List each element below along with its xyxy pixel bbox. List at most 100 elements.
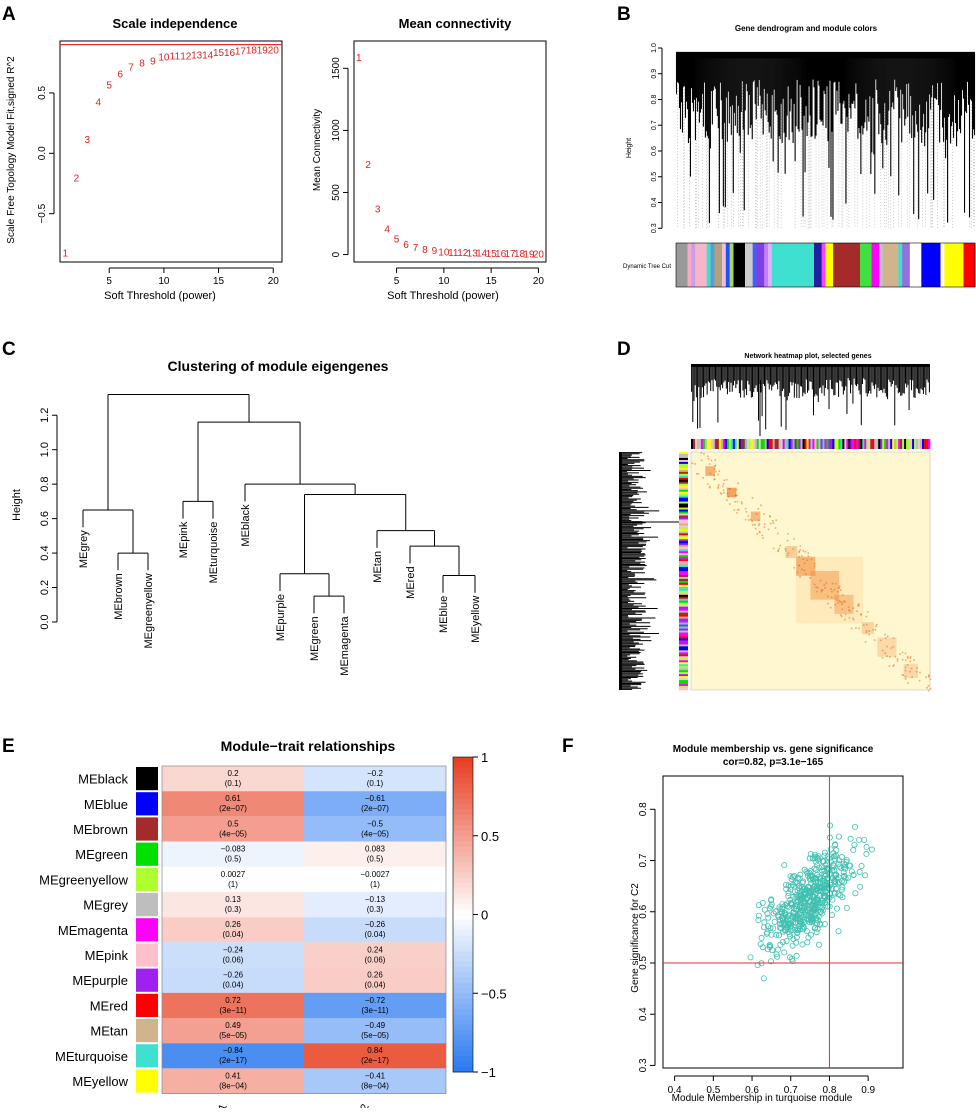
- d-heatmap-speck: [717, 484, 720, 486]
- e-scale-step: [453, 977, 473, 984]
- d-heatmap-speck: [759, 531, 761, 534]
- d-top-color-cell: [738, 439, 742, 449]
- d-heatmap-speck: [734, 500, 736, 503]
- d-heatmap-speck: [757, 524, 760, 527]
- d-left-color-cell: [679, 620, 688, 623]
- d-left-color-cell: [679, 452, 688, 455]
- d-left-color-cell: [679, 547, 688, 550]
- d-left-color-cell: [679, 672, 688, 675]
- d-heatmap-speck: [726, 492, 729, 495]
- c-leaf-label: MEpurple: [275, 594, 287, 641]
- d-heatmap-speck: [749, 518, 752, 521]
- e-scale-step: [453, 956, 473, 963]
- e-cell-value: −0.2: [367, 769, 383, 778]
- d-heatmap-speck: [728, 503, 731, 505]
- a2-point-label: 5: [394, 234, 400, 245]
- d-heatmap-speck: [784, 549, 787, 552]
- d-heatmap-speck: [836, 599, 839, 602]
- f-data-point: [811, 875, 818, 882]
- d-heatmap-speck: [771, 520, 774, 522]
- d-left-color-cell: [679, 523, 688, 526]
- d-heatmap-speck: [865, 630, 868, 632]
- f-data-point: [821, 878, 828, 885]
- e-row-color-swatch: [136, 767, 158, 791]
- d-left-color-cell: [679, 557, 688, 560]
- f-data-point: [824, 903, 831, 910]
- f-data-point: [815, 941, 822, 948]
- e-scale-step: [453, 909, 473, 915]
- f-data-point: [804, 939, 811, 946]
- d-top-color-cell: [758, 439, 762, 449]
- b-module-color-segment: [833, 243, 861, 287]
- d-top-color-cell: [844, 439, 847, 449]
- e-scale-step: [453, 1019, 473, 1026]
- d-left-color-cell: [679, 658, 688, 661]
- b-module-color-segment: [825, 243, 834, 287]
- f-data-point: [847, 835, 854, 842]
- d-heatmap-speck: [813, 583, 816, 586]
- d-heatmap-speck: [736, 512, 738, 514]
- d-module-block: [705, 466, 715, 476]
- f-data-point: [781, 949, 788, 956]
- d-left-color-cell: [679, 519, 688, 522]
- d-heatmap-speck: [767, 528, 770, 531]
- d-heatmap-speck: [804, 550, 807, 553]
- f-data-point: [807, 876, 814, 883]
- d-left-color-cell: [679, 622, 688, 625]
- e-cell: [304, 766, 446, 792]
- d-heatmap-speck: [820, 590, 823, 593]
- d-heatmap-speck: [857, 605, 860, 607]
- f-data-point: [807, 888, 814, 895]
- d-heatmap-speck: [892, 665, 894, 667]
- d-heatmap-speck: [838, 585, 841, 587]
- d-heatmap-speck: [915, 670, 918, 673]
- e-scale-step: [453, 1030, 473, 1036]
- d-heatmap-speck: [707, 458, 710, 460]
- b-module-color-segment: [691, 243, 696, 287]
- f-data-point: [764, 910, 771, 917]
- d-heatmap-speck: [888, 665, 891, 667]
- e-scale-step: [453, 1066, 473, 1073]
- d-heatmap-speck: [747, 515, 750, 517]
- d-heatmap-speck: [752, 523, 754, 526]
- f-data-point: [785, 893, 792, 900]
- f-data-point: [785, 882, 792, 889]
- d-top-color-cell: [752, 439, 756, 449]
- d-heatmap-speck: [909, 656, 912, 658]
- d-left-color-cell: [679, 644, 688, 647]
- d-top-color-cell: [692, 439, 696, 449]
- e-cell: [162, 816, 304, 842]
- panel-b-plot: 0.3 0.4 0.5 0.6 0.7 0.8 0.9 1.0: [651, 43, 976, 288]
- d-top-color-cell: [750, 439, 754, 449]
- d-heatmap-speck: [779, 544, 782, 547]
- d-top-color-cell: [926, 439, 929, 449]
- e-cell-pvalue: (0.04): [365, 981, 386, 990]
- d-heatmap-speck: [890, 647, 893, 649]
- a1-point-label: 6: [117, 70, 123, 81]
- d-left-color-cell: [679, 580, 688, 584]
- f-data-point: [794, 930, 801, 937]
- d-heatmap-speck: [735, 488, 738, 491]
- e-scale-step: [453, 788, 473, 795]
- d-heatmap-speck: [747, 519, 750, 521]
- e-cell-value: 0.84: [367, 1046, 383, 1055]
- e-scale-step: [453, 925, 473, 931]
- f-data-point: [852, 823, 859, 830]
- f-data-point: [836, 857, 843, 864]
- a2-ytick-label: 1500: [331, 57, 342, 80]
- f-data-point: [857, 883, 864, 890]
- d-top-color-cell: [694, 439, 698, 449]
- d-heatmap-speck: [825, 582, 827, 584]
- d-top-color-cell: [916, 439, 919, 449]
- e-scale-step: [453, 940, 473, 947]
- d-top-color-cell: [920, 439, 923, 449]
- a2-point-label: 18: [514, 249, 526, 260]
- f-data-point: [812, 858, 819, 865]
- d-left-color-cell: [679, 642, 688, 645]
- d-left-color-cell: [679, 618, 688, 621]
- d-heatmap-speck: [777, 532, 779, 535]
- e-row-label: MEmagenta: [58, 923, 129, 938]
- f-data-point: [813, 879, 820, 886]
- f-xtick-label: 0.8: [822, 1085, 836, 1096]
- d-left-color-cell: [679, 666, 688, 669]
